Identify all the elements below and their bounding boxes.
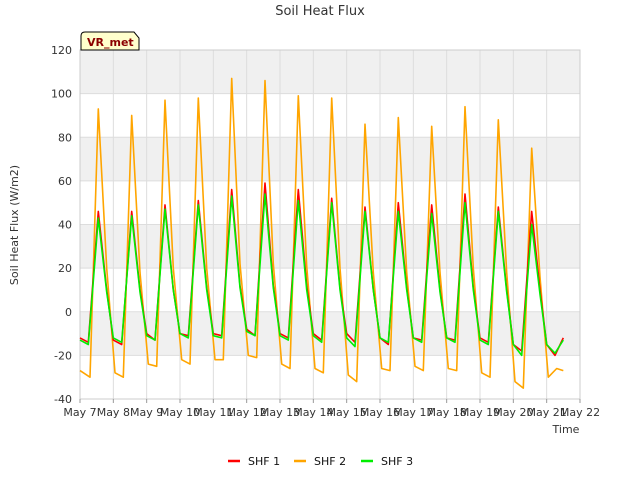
plot-band [80, 268, 580, 312]
y-tick-label: 80 [58, 131, 72, 144]
y-tick-label: 60 [58, 175, 72, 188]
series-layer [79, 77, 565, 389]
x-axis-title: Time [552, 423, 580, 436]
y-tick-label: -20 [54, 349, 72, 362]
legend-label-shf-2: SHF 2 [314, 455, 346, 468]
plot-band [80, 50, 580, 94]
y-axis-title: Soil Heat Flux (W/m2) [8, 165, 21, 285]
x-tick-label: May 12 [227, 406, 267, 419]
x-tick-label: May 8 [97, 406, 130, 419]
y-tick-label: 0 [65, 306, 72, 319]
legend-label-shf-1: SHF 1 [248, 455, 280, 468]
x-tick-label: May 15 [327, 406, 367, 419]
legend-label-shf-3: SHF 3 [381, 455, 413, 468]
x-tick-label: May 13 [260, 406, 300, 419]
x-tick-label: May 11 [193, 406, 233, 419]
station-label-shape [80, 31, 140, 51]
plot-frame [79, 49, 581, 400]
plot-band [80, 311, 580, 356]
legend: SHF 1 SHF 2 SHF 3 [228, 455, 413, 468]
plot-band [80, 355, 580, 399]
x-tick-label: May 16 [360, 406, 400, 419]
y-tick-label: -40 [54, 393, 72, 406]
x-tick-label: May 22 [560, 406, 600, 419]
station-label: VR_met [87, 36, 134, 49]
y-tick-label: 100 [51, 88, 72, 101]
y-tick-label: 40 [58, 219, 72, 232]
y-axis-ticks: -40 -20 0 20 40 60 80 100 120 [51, 44, 72, 406]
chart-title: Soil Heat Flux [275, 4, 365, 19]
x-tick-label: May 10 [160, 406, 200, 419]
x-tick-label: May 7 [63, 406, 96, 419]
x-tick-label: May 20 [493, 406, 533, 419]
station-label-box: VR_met [80, 31, 140, 51]
x-tick-label: May 14 [293, 406, 333, 419]
y-tick-label: 120 [51, 44, 72, 57]
series-line-shf-2 [79, 77, 564, 389]
x-tick-label: May 18 [427, 406, 467, 419]
x-tick-label: May 9 [130, 406, 163, 419]
y-tick-label: 20 [58, 262, 72, 275]
series-line-shf-3 [79, 193, 564, 357]
x-tick-label: May 21 [527, 406, 567, 419]
x-tick-label: May 17 [393, 406, 433, 419]
x-tick-label: May 19 [460, 406, 500, 419]
